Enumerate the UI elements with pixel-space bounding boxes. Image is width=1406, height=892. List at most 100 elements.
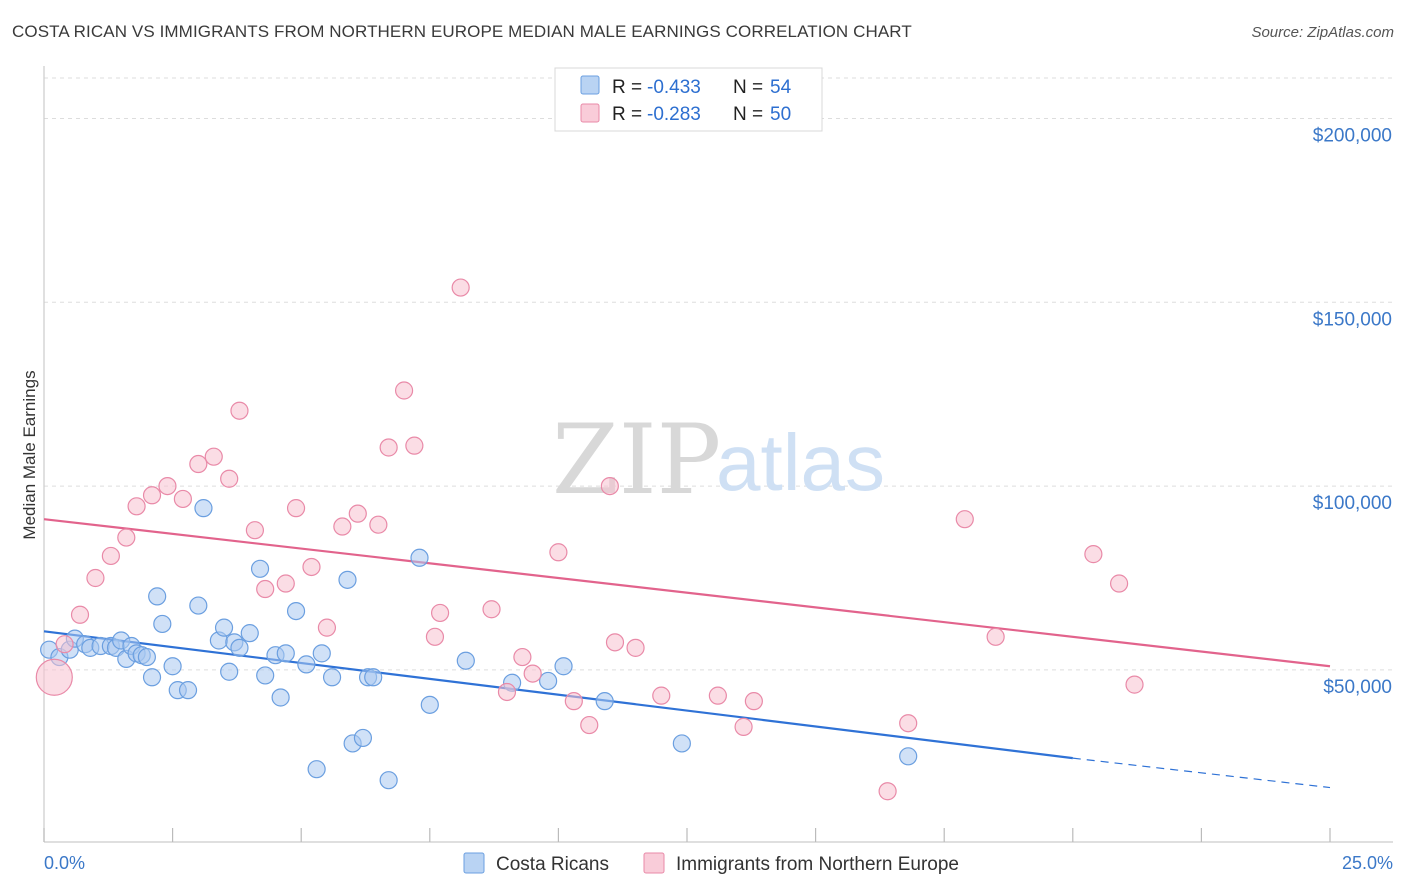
point-northern-europe-1 [55, 635, 74, 654]
point-northern-europe-35 [580, 715, 599, 735]
point-northern-europe-20 [333, 517, 352, 536]
point-northern-europe-0 [35, 658, 73, 696]
point-northern-europe-48 [1109, 574, 1129, 593]
trend-line-costa-ricans-extension [1072, 757, 1331, 789]
point-costa-ricans-18 [163, 657, 182, 676]
point-northern-europe-7 [142, 486, 162, 505]
point-northern-europe-9 [173, 489, 192, 509]
point-northern-europe-21 [348, 504, 367, 523]
grid-lines [44, 77, 1393, 671]
point-costa-ricans-21 [189, 596, 208, 615]
point-northern-europe-31 [513, 647, 532, 667]
legend-n-label-1: N = [733, 77, 763, 98]
point-northern-europe-37 [605, 633, 625, 652]
point-northern-europe-15 [256, 579, 275, 599]
point-northern-europe-46 [986, 627, 1005, 646]
point-northern-europe-49 [1125, 675, 1144, 694]
point-costa-ricans-25 [220, 662, 239, 681]
series-legend: Costa Ricans Immigrants from Northern Eu… [463, 852, 959, 875]
point-costa-ricans-45 [410, 548, 429, 567]
point-northern-europe-11 [204, 447, 223, 466]
y-tick-labels: $50,000 $100,000 $150,000 $200,000 [1313, 125, 1392, 697]
x-tick-label-max: 25.0% [1342, 853, 1393, 873]
point-costa-ricans-52 [672, 734, 691, 753]
watermark-atlas: atlas [716, 418, 885, 507]
point-northern-europe-4 [101, 546, 120, 566]
point-costa-ricans-37 [312, 644, 331, 663]
y-tick-label-2: $150,000 [1313, 309, 1392, 330]
point-northern-europe-13 [230, 401, 249, 420]
stats-legend: R = -0.433 N = 54 R = -0.283 N = 50 [554, 67, 823, 132]
point-northern-europe-5 [117, 528, 136, 547]
point-northern-europe-34 [564, 692, 583, 711]
point-costa-ricans-43 [353, 728, 373, 748]
point-northern-europe-17 [286, 499, 306, 518]
point-northern-europe-24 [405, 436, 424, 455]
point-northern-europe-44 [899, 714, 918, 733]
y-tick-label-0: $50,000 [1323, 677, 1392, 698]
point-northern-europe-10 [189, 454, 208, 474]
point-costa-ricans-24 [214, 618, 234, 637]
point-northern-europe-25 [394, 381, 414, 400]
point-northern-europe-16 [276, 574, 295, 593]
point-northern-europe-12 [220, 469, 239, 488]
point-costa-ricans-49 [539, 671, 558, 691]
point-costa-ricans-17 [153, 614, 172, 634]
point-northern-europe-41 [734, 717, 753, 736]
point-northern-europe-47 [1084, 545, 1103, 564]
point-northern-europe-2 [70, 605, 90, 624]
series-legend-swatch-northern-europe [643, 852, 665, 874]
axes [43, 66, 1393, 843]
data-points [35, 278, 1144, 801]
point-costa-ricans-27 [230, 638, 249, 657]
point-costa-ricans-16 [148, 587, 167, 606]
point-northern-europe-18 [302, 557, 321, 577]
point-northern-europe-42 [744, 692, 763, 711]
legend-n-label-2: N = [733, 104, 763, 125]
y-axis-label: Median Male Earnings [20, 370, 39, 539]
point-costa-ricans-36 [307, 760, 326, 779]
legend-r-value-1: -0.433 [647, 77, 701, 98]
series-legend-label-northern-europe: Immigrants from Northern Europe [676, 854, 959, 875]
point-costa-ricans-42 [364, 668, 383, 687]
point-costa-ricans-33 [276, 644, 295, 663]
point-costa-ricans-22 [194, 499, 213, 518]
point-northern-europe-23 [379, 438, 398, 457]
point-costa-ricans-47 [456, 651, 475, 670]
x-tick-label-min: 0.0% [44, 853, 85, 873]
point-northern-europe-27 [451, 278, 470, 297]
point-costa-ricans-32 [271, 688, 290, 707]
legend-swatch-pink [580, 103, 600, 123]
point-northern-europe-30 [497, 682, 517, 702]
point-northern-europe-38 [626, 638, 645, 657]
point-northern-europe-28 [425, 627, 445, 646]
point-costa-ricans-15 [142, 668, 162, 687]
point-northern-europe-43 [878, 782, 897, 801]
chart-source: Source: ZipAtlas.com [1251, 24, 1394, 41]
legend-r-label-2: R = [612, 104, 642, 125]
trend-lines [43, 518, 1331, 789]
point-costa-ricans-14 [137, 647, 156, 667]
series-legend-swatch-costa-ricans [463, 852, 485, 874]
point-costa-ricans-51 [595, 692, 614, 711]
point-northern-europe-8 [158, 476, 177, 496]
trend-line-costa-ricans [43, 630, 1073, 760]
point-costa-ricans-39 [338, 570, 357, 589]
point-northern-europe-45 [955, 510, 974, 529]
point-northern-europe-14 [245, 521, 265, 540]
legend-r-value-2: -0.283 [647, 104, 701, 125]
point-northern-europe-36 [600, 476, 619, 496]
series-legend-label-costa-ricans: Costa Ricans [496, 854, 609, 875]
chart-title: COSTA RICAN VS IMMIGRANTS FROM NORTHERN … [12, 22, 912, 41]
y-tick-label-1: $100,000 [1313, 493, 1392, 514]
point-costa-ricans-30 [256, 666, 275, 685]
point-costa-ricans-38 [322, 668, 342, 687]
legend-r-label-1: R = [612, 77, 642, 98]
point-costa-ricans-46 [420, 695, 439, 714]
point-costa-ricans-28 [240, 624, 259, 643]
point-northern-europe-22 [369, 515, 388, 534]
point-northern-europe-33 [549, 543, 568, 562]
point-costa-ricans-53 [899, 747, 918, 766]
point-northern-europe-19 [317, 618, 337, 637]
legend-n-value-2: 50 [770, 104, 791, 125]
